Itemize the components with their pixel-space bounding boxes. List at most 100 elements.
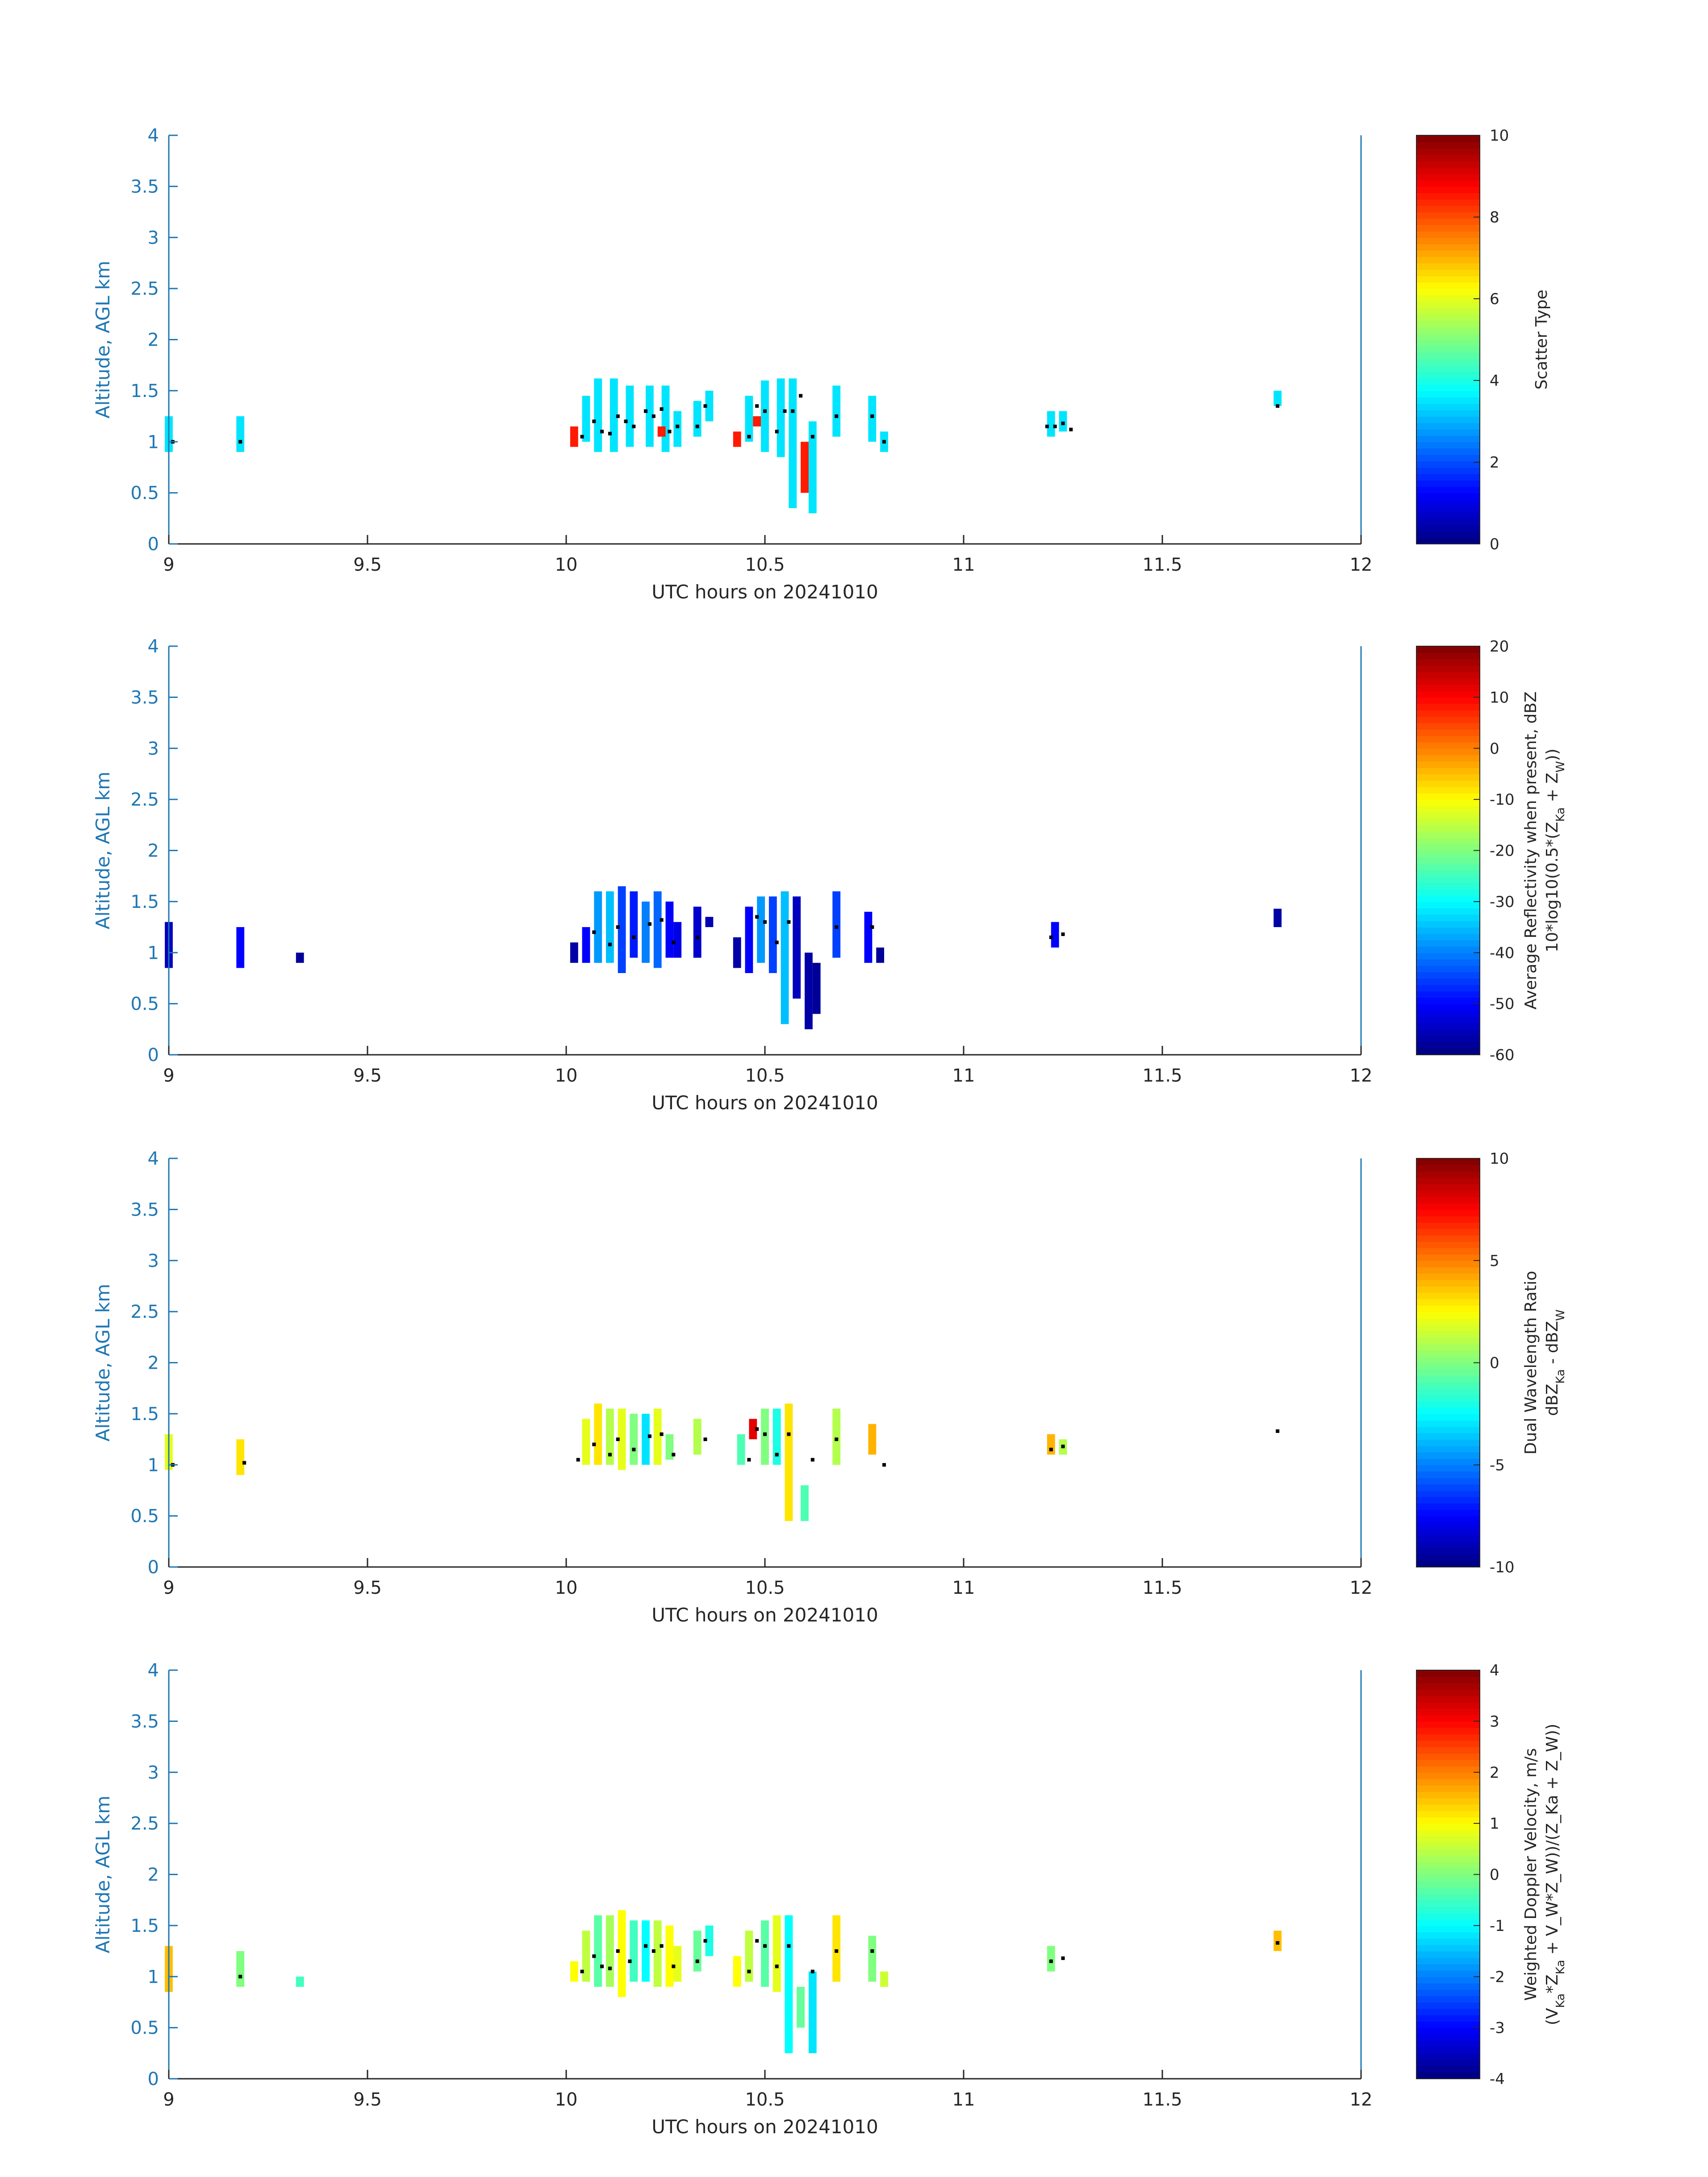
colorbar-step bbox=[1416, 205, 1480, 213]
cloud-base-marker bbox=[1276, 1941, 1280, 1945]
colorbar-step bbox=[1416, 697, 1480, 704]
cloud-base-marker bbox=[695, 1959, 699, 1963]
heatmap-cell bbox=[236, 1439, 245, 1475]
colorbar-tick-label: -5 bbox=[1490, 1456, 1505, 1474]
colorbar-label: Average Reflectivity when present, dBZ bbox=[1522, 691, 1540, 1009]
colorbar-label-formula: (VKa*ZKa + V_W*Z_W))/(Z_Ka + Z_W)) bbox=[1543, 1724, 1567, 2025]
colorbar-tick-label: 2 bbox=[1490, 1764, 1499, 1782]
x-tick-label: 11 bbox=[952, 2089, 975, 2110]
heatmap-cell bbox=[832, 385, 841, 437]
colorbar-step bbox=[1416, 1407, 1480, 1414]
cloud-base-marker bbox=[672, 940, 676, 944]
colorbar-step bbox=[1416, 1957, 1480, 1964]
colorbar-step bbox=[1416, 473, 1480, 481]
cloud-base-marker bbox=[787, 1432, 791, 1436]
x-tick-label: 10.5 bbox=[745, 1578, 785, 1598]
cloud-base-marker bbox=[1049, 1959, 1053, 1963]
y-tick-label: 3.5 bbox=[130, 176, 159, 197]
cloud-base-marker bbox=[835, 1949, 839, 1953]
cloud-base-marker bbox=[592, 930, 596, 934]
colorbar-step bbox=[1416, 659, 1480, 666]
y-tick-label: 1.5 bbox=[130, 381, 159, 401]
heatmap-cell bbox=[785, 1915, 793, 2053]
colorbar-step bbox=[1416, 1209, 1480, 1216]
colorbar-step bbox=[1416, 748, 1480, 756]
heatmap-cell bbox=[236, 927, 245, 968]
colorbar-step bbox=[1416, 1458, 1480, 1466]
colorbar-tick-label: 2 bbox=[1490, 454, 1499, 472]
colorbar-step bbox=[1416, 1241, 1480, 1249]
cloud-base-marker bbox=[703, 404, 707, 408]
colorbar-step bbox=[1416, 1235, 1480, 1242]
colorbar-step bbox=[1416, 1426, 1480, 1433]
heatmap-cell bbox=[642, 901, 650, 963]
colorbar-step bbox=[1416, 1772, 1480, 1780]
heatmap-cell bbox=[693, 1930, 702, 1972]
heatmap-cell bbox=[797, 1987, 805, 2028]
colorbar-step bbox=[1416, 295, 1480, 302]
colorbar-step bbox=[1416, 486, 1480, 493]
y-tick-label: 3 bbox=[148, 228, 159, 248]
colorbar-step bbox=[1416, 1439, 1480, 1446]
cloud-base-marker bbox=[1049, 1447, 1053, 1451]
heatmap-cell bbox=[582, 927, 590, 963]
colorbar-step bbox=[1416, 1944, 1480, 1952]
cloud-base-marker bbox=[775, 940, 779, 944]
colorbar-step bbox=[1416, 1003, 1480, 1011]
colorbar-step bbox=[1416, 1509, 1480, 1517]
heatmap-cell bbox=[646, 385, 654, 447]
heatmap-cell bbox=[812, 963, 821, 1014]
colorbar-step bbox=[1416, 1318, 1480, 1325]
cloud-base-marker bbox=[703, 1939, 707, 1943]
colorbar-step bbox=[1416, 959, 1480, 966]
heatmap-cell bbox=[665, 1434, 674, 1460]
colorbar-step bbox=[1416, 1496, 1480, 1504]
colorbar-frame bbox=[1416, 135, 1480, 544]
colorbar-step bbox=[1416, 646, 1480, 653]
cloud-base-marker bbox=[775, 1453, 779, 1457]
colorbar-step bbox=[1416, 793, 1480, 800]
cloud-base-marker bbox=[1045, 424, 1049, 428]
colorbar-step bbox=[1416, 1446, 1480, 1453]
colorbar-step bbox=[1416, 869, 1480, 877]
heatmap-cell bbox=[630, 891, 638, 958]
heatmap-cell bbox=[753, 416, 761, 426]
colorbar-step bbox=[1416, 1503, 1480, 1510]
colorbar: -4 -3 -2 -1 0 1 2 3 4 Weighted Doppler Velocity, … bbox=[1416, 1662, 1567, 2088]
cloud-base-marker bbox=[592, 1954, 596, 1958]
colorbar-step bbox=[1416, 1925, 1480, 1933]
colorbar-step bbox=[1416, 837, 1480, 845]
colorbar-step bbox=[1416, 1023, 1480, 1030]
colorbar-step bbox=[1416, 1836, 1480, 1843]
heatmap-cell bbox=[661, 385, 670, 452]
colorbar-step bbox=[1416, 1158, 1480, 1166]
y-tick-label: 1.5 bbox=[130, 1404, 159, 1425]
cloud-base-marker bbox=[810, 435, 814, 439]
y-tick-label: 0 bbox=[148, 2069, 159, 2089]
heatmap-cell bbox=[665, 901, 674, 958]
colorbar-step bbox=[1416, 167, 1480, 174]
colorbar-step bbox=[1416, 1184, 1480, 1191]
cloud-base-marker bbox=[660, 918, 664, 922]
colorbar-step bbox=[1416, 1356, 1480, 1363]
cloud-base-marker bbox=[747, 435, 751, 439]
colorbar-step bbox=[1416, 531, 1480, 538]
cloud-base-marker bbox=[1053, 424, 1057, 428]
colorbar-step bbox=[1416, 346, 1480, 353]
colorbar-step bbox=[1416, 1203, 1480, 1210]
colorbar-tick-label: 0 bbox=[1490, 1354, 1499, 1372]
cloud-base-marker bbox=[810, 1458, 814, 1462]
x-axis-label: UTC hours on 20241010 bbox=[651, 2116, 878, 2138]
colorbar-step bbox=[1416, 946, 1480, 953]
heatmap-cell bbox=[594, 1915, 602, 1987]
colorbar-step bbox=[1416, 1312, 1480, 1319]
colorbar-step bbox=[1416, 940, 1480, 947]
colorbar-step bbox=[1416, 1676, 1480, 1684]
colorbar-step bbox=[1416, 652, 1480, 660]
x-tick-label: 10 bbox=[555, 555, 578, 575]
cloud-base-marker bbox=[608, 431, 612, 435]
cloud-base-marker bbox=[870, 414, 874, 418]
y-tick-label: 2.5 bbox=[130, 1302, 159, 1322]
colorbar-step bbox=[1416, 1843, 1480, 1850]
cloud-base-marker bbox=[616, 1437, 620, 1442]
